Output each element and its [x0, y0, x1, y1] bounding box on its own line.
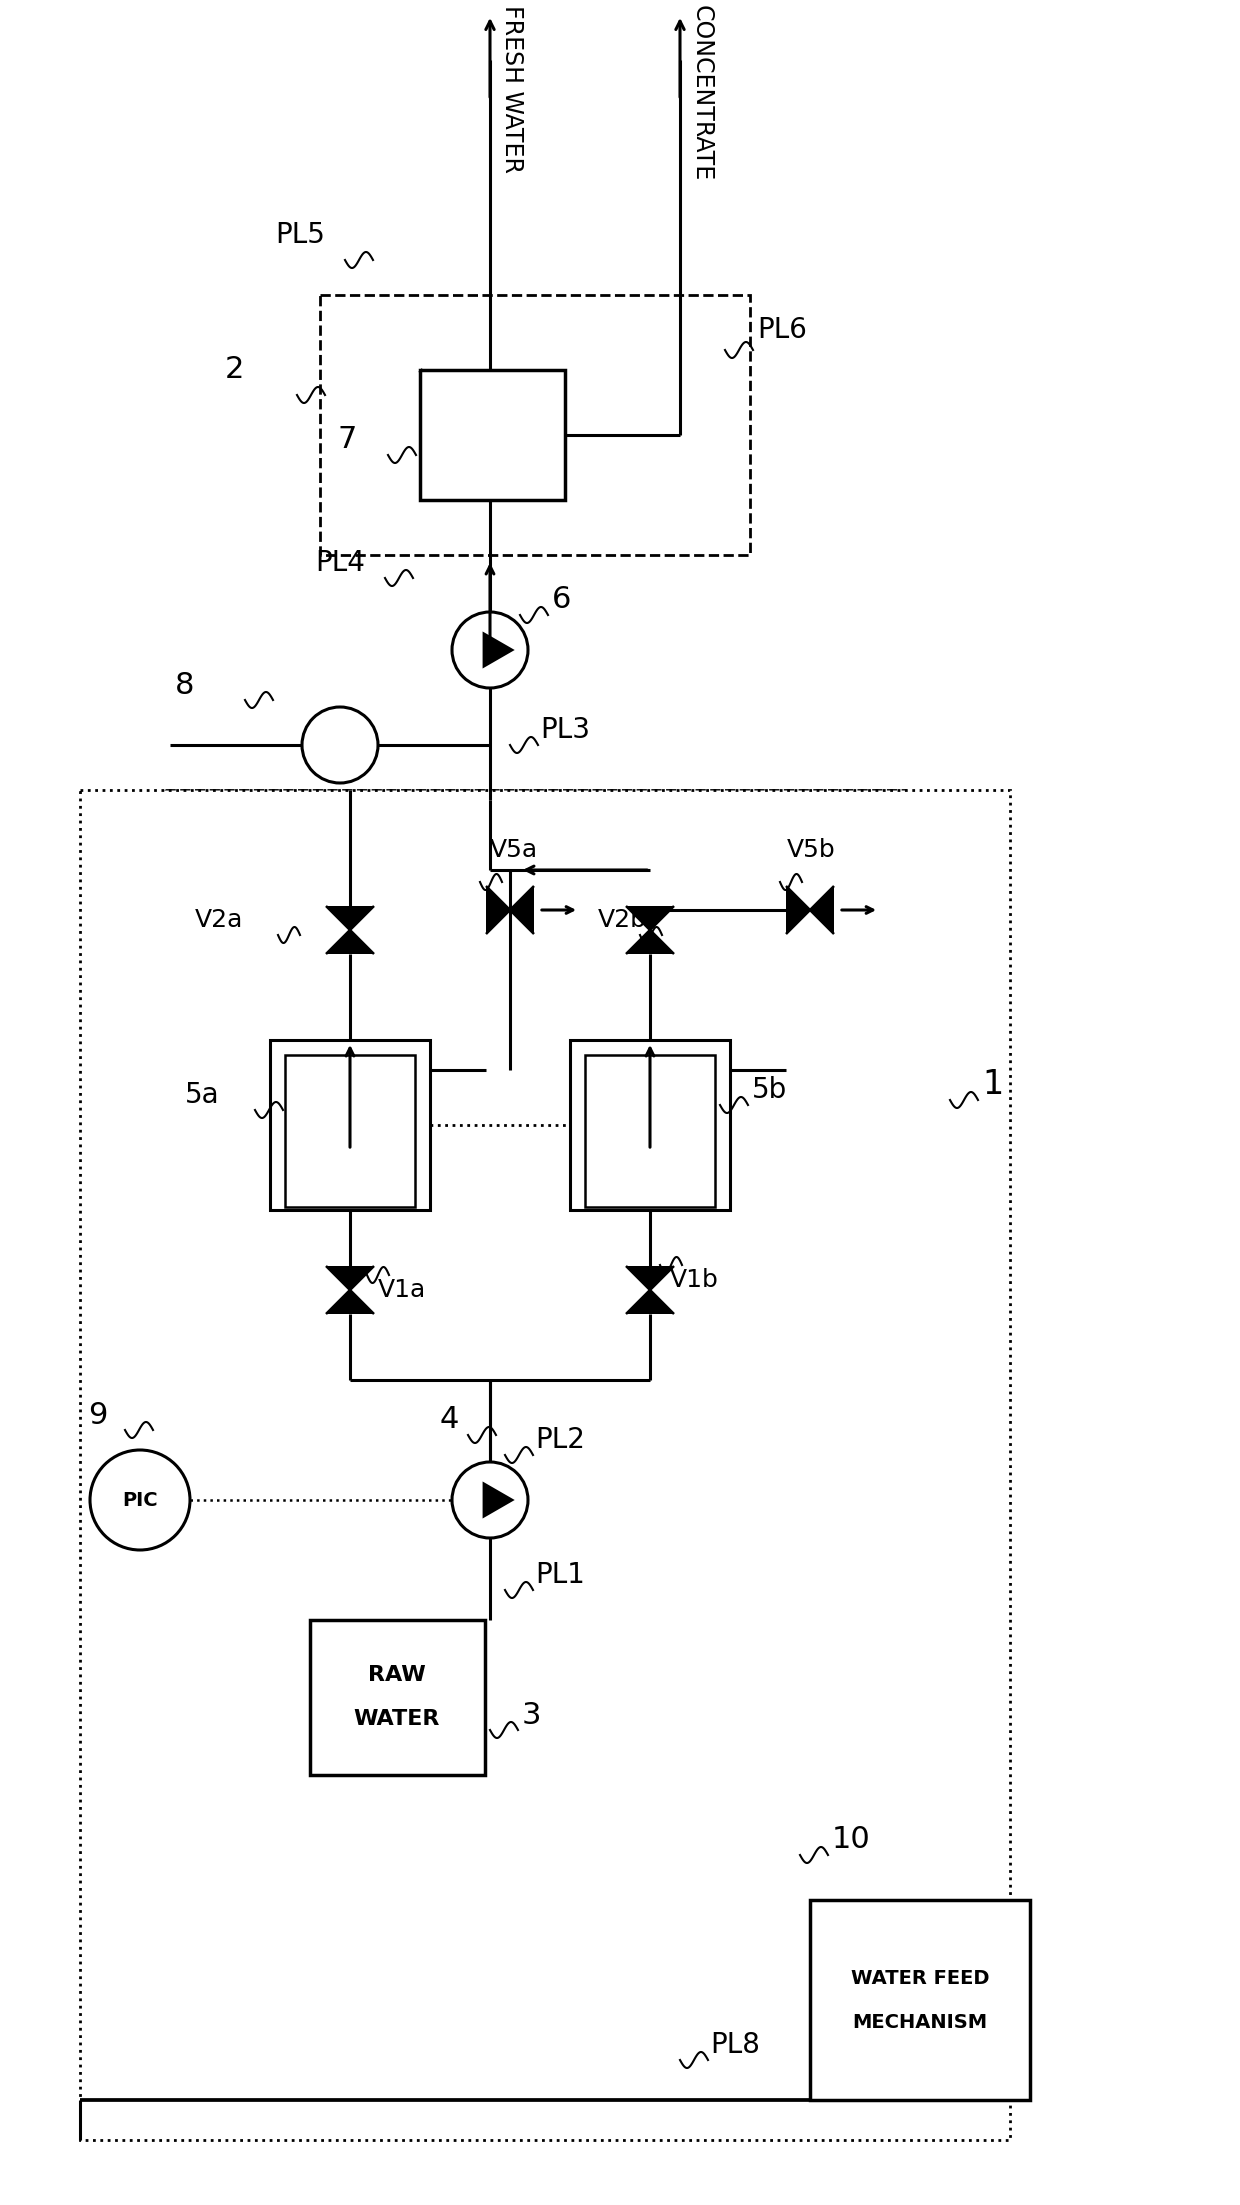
Bar — [810, 1901, 1030, 2099]
Text: PL4: PL4 — [315, 549, 365, 578]
Text: 5b: 5b — [751, 1076, 787, 1105]
Text: PL2: PL2 — [534, 1427, 585, 1453]
Text: MECHANISM: MECHANISM — [852, 2013, 987, 2031]
Text: PL8: PL8 — [711, 2031, 760, 2059]
Bar — [420, 370, 565, 501]
Bar — [270, 1041, 430, 1211]
Text: 8: 8 — [175, 670, 195, 699]
Bar — [285, 1054, 415, 1206]
Polygon shape — [626, 1290, 675, 1314]
Text: 6: 6 — [552, 587, 572, 615]
Bar — [81, 789, 1011, 2141]
Polygon shape — [626, 1266, 675, 1290]
Text: RAW: RAW — [368, 1665, 425, 1685]
Text: 2: 2 — [224, 355, 244, 384]
Circle shape — [453, 1462, 528, 1539]
Bar — [320, 295, 750, 556]
Text: PL5: PL5 — [275, 220, 325, 249]
Text: V1a: V1a — [378, 1279, 427, 1301]
Text: 4: 4 — [440, 1405, 459, 1435]
Text: PL3: PL3 — [539, 717, 590, 743]
Bar — [165, 789, 905, 1420]
Text: 5a: 5a — [185, 1080, 219, 1109]
Text: WATER: WATER — [353, 1709, 440, 1729]
Polygon shape — [626, 906, 675, 931]
Text: FRESH WATER: FRESH WATER — [500, 4, 525, 172]
Polygon shape — [326, 906, 374, 931]
Text: 9: 9 — [88, 1400, 108, 1429]
Bar — [310, 1621, 485, 1775]
Polygon shape — [510, 886, 534, 935]
Text: V1b: V1b — [670, 1268, 719, 1292]
Text: V5a: V5a — [490, 838, 538, 862]
Polygon shape — [786, 886, 810, 935]
Text: 10: 10 — [832, 1826, 870, 1854]
Text: 7: 7 — [339, 426, 357, 454]
Polygon shape — [326, 1290, 374, 1314]
Text: V2a: V2a — [195, 908, 243, 933]
Polygon shape — [326, 1266, 374, 1290]
Circle shape — [453, 613, 528, 688]
Bar — [570, 1041, 730, 1211]
Polygon shape — [326, 931, 374, 955]
Text: V5b: V5b — [787, 838, 836, 862]
Text: WATER FEED: WATER FEED — [851, 1969, 990, 1987]
Bar — [585, 1054, 715, 1206]
Circle shape — [303, 708, 378, 783]
Text: PL1: PL1 — [534, 1561, 585, 1590]
Circle shape — [91, 1451, 190, 1550]
Text: PL6: PL6 — [756, 315, 807, 344]
Text: PIC: PIC — [123, 1491, 157, 1510]
Text: V2b: V2b — [598, 908, 647, 933]
Text: 1: 1 — [982, 1069, 1003, 1102]
Polygon shape — [486, 886, 510, 935]
Text: 3: 3 — [522, 1700, 542, 1729]
Polygon shape — [482, 1482, 515, 1519]
Text: CONCENTRATE: CONCENTRATE — [689, 4, 714, 181]
Polygon shape — [626, 931, 675, 955]
Polygon shape — [810, 886, 835, 935]
Polygon shape — [482, 631, 515, 668]
